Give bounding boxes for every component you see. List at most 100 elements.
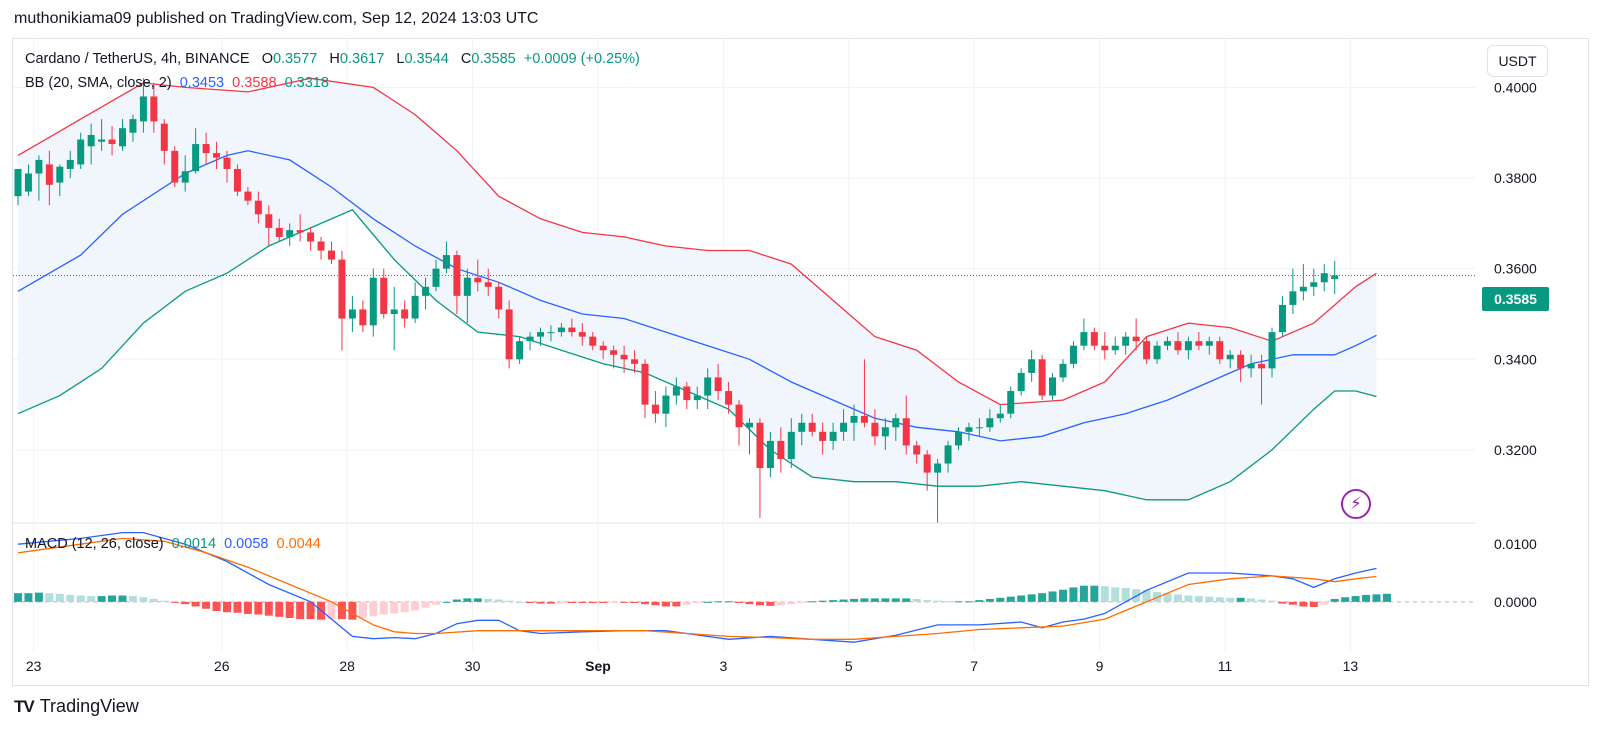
tradingview-brand[interactable]: TV TradingView (14, 696, 139, 717)
candle (735, 400, 743, 446)
candle (599, 341, 607, 360)
candle (1278, 295, 1286, 337)
candle (1299, 264, 1307, 301)
candle-body (1258, 363, 1266, 369)
candle (808, 413, 816, 437)
macd-histogram-bar (390, 601, 399, 614)
macd-histogram-bar (149, 598, 158, 602)
macd-histogram-bar (881, 598, 890, 602)
macd-histogram-bar (1100, 586, 1109, 602)
macd-histogram-bar (1351, 596, 1360, 602)
candle (777, 427, 785, 473)
candle (568, 318, 576, 337)
macd-histogram-bar (1048, 591, 1057, 602)
candle-body (192, 144, 200, 172)
candle-body (390, 309, 398, 314)
candle (913, 440, 921, 464)
macd-histogram-bar (411, 601, 420, 611)
macd-histogram-bar (850, 598, 858, 602)
time-tick-label: 5 (845, 658, 853, 674)
candle-body (578, 332, 586, 337)
lightning-bolt-icon[interactable]: ⚡︎ (1341, 489, 1371, 519)
candle-body (651, 404, 659, 414)
publisher-line: muthonikiama09 published on TradingView.… (14, 10, 539, 27)
candle (474, 259, 482, 292)
candle (1195, 332, 1203, 351)
macd-histogram-bar (170, 601, 179, 603)
candle (725, 381, 733, 414)
candle (819, 422, 827, 455)
candle-body (965, 427, 973, 432)
macd-histogram-bar (212, 601, 221, 612)
macd-histogram-bar (912, 598, 921, 602)
candle (860, 359, 868, 428)
macd-histogram-bar (1362, 594, 1371, 602)
candle (442, 241, 450, 274)
macd-histogram-bar (714, 601, 723, 603)
candle (171, 146, 179, 188)
candle (1331, 260, 1339, 295)
candle-body (599, 345, 607, 351)
macd-histogram-bar (1320, 601, 1329, 605)
time-tick-label: 23 (26, 658, 42, 674)
high-value: 0.3617 (339, 51, 385, 67)
candle-body (902, 418, 910, 446)
candle-body (1049, 377, 1057, 396)
macd-histogram-bar (860, 598, 869, 602)
candle-body (840, 422, 848, 432)
currency-button[interactable]: USDT (1487, 45, 1548, 77)
candle (432, 259, 440, 292)
candle (1174, 332, 1182, 355)
candle (651, 391, 659, 423)
close-label: C (460, 51, 472, 67)
macd-histogram-bar (463, 598, 472, 602)
candle-body (808, 422, 816, 432)
macd-histogram-bar (724, 601, 733, 603)
macd-histogram-bar (1079, 585, 1088, 602)
candle-body (1247, 363, 1255, 369)
macd-histogram-bar (933, 600, 942, 602)
candle (944, 440, 952, 473)
macd-histogram-bar (546, 601, 555, 604)
candle (1132, 318, 1140, 351)
macd-histogram-bar (358, 601, 367, 618)
time-tick-label: 7 (970, 658, 978, 674)
candle-body (77, 139, 85, 165)
candle-body (244, 191, 252, 201)
candle-body (871, 422, 879, 437)
candle-body (589, 336, 597, 346)
candle-body (348, 309, 356, 319)
candle-body (129, 119, 137, 133)
macd-histogram-bar (97, 596, 106, 602)
candle-body (1090, 332, 1098, 346)
candle (704, 368, 712, 410)
candle (1153, 341, 1161, 364)
macd-histogram-bar (66, 594, 75, 602)
macd-histogram-bar (484, 598, 493, 602)
candle (1080, 318, 1088, 351)
candle (119, 119, 126, 151)
macd-histogram-bar (432, 601, 440, 605)
candle (265, 205, 273, 247)
candle-body (913, 445, 921, 455)
candle-body (1028, 359, 1036, 373)
time-tick-label: 9 (1096, 658, 1104, 674)
candle-body (777, 440, 785, 460)
candle-body (1059, 363, 1067, 378)
candle-body (819, 431, 827, 441)
macd-histogram-bar (787, 601, 796, 605)
macd-histogram-bar (285, 601, 294, 618)
price-tick-label: 0.3400 (1494, 351, 1537, 367)
candle-body (87, 134, 95, 147)
bb-legend: BB (20, SMA, close, 2) 0.3453 0.3588 0.3… (25, 75, 329, 91)
macd-histogram-bar (34, 592, 43, 602)
candle (787, 418, 795, 469)
candle-body (850, 415, 858, 423)
candle-body (160, 123, 168, 151)
candle-body (1069, 345, 1077, 364)
open-value: 0.3577 (272, 51, 318, 67)
high-label: H (329, 51, 340, 67)
candle-body (1007, 391, 1015, 414)
macd-histogram-bar (202, 601, 211, 609)
